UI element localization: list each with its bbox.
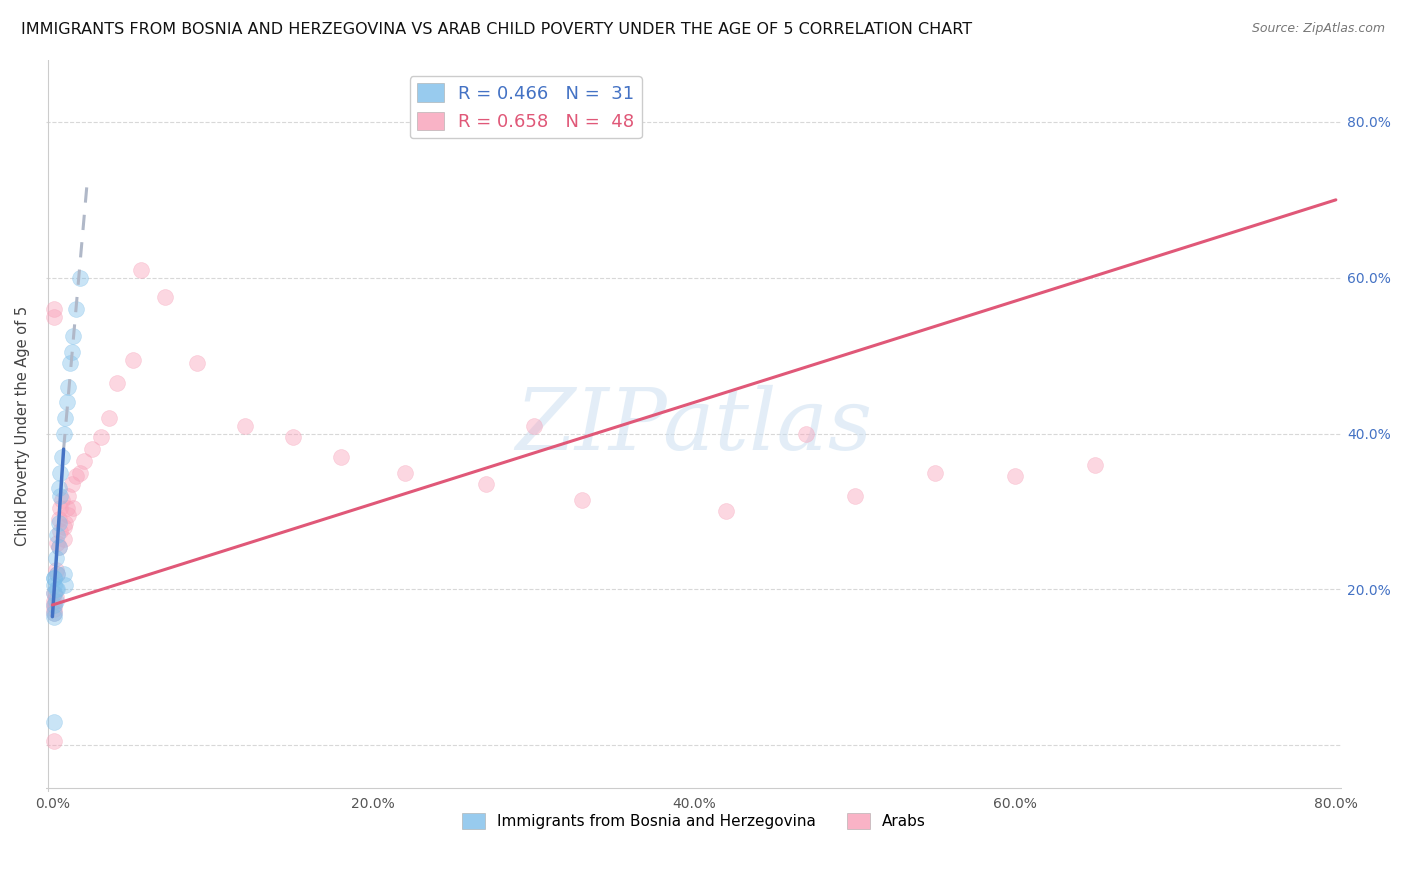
Point (42, 578, 65, 592)
Point (45, 563, 67, 577)
Point (1004, 469, 1026, 483)
Point (49, 489, 72, 503)
Point (51, 450, 73, 464)
Point (46, 528, 69, 542)
Point (42, 606, 65, 620)
Point (42, 310, 65, 324)
Point (53, 578, 76, 592)
Point (46, 582, 69, 597)
Point (97, 411, 120, 425)
Point (46, 566, 69, 581)
Point (69, 270, 91, 285)
Point (474, 477, 496, 491)
Point (42, 598, 65, 612)
Point (46, 566, 69, 581)
Point (42, 301, 65, 316)
Point (716, 504, 738, 518)
Point (186, 356, 208, 370)
Point (52, 520, 75, 534)
Point (330, 450, 353, 464)
Text: IMMIGRANTS FROM BOSNIA AND HERZEGOVINA VS ARAB CHILD POVERTY UNDER THE AGE OF 5 : IMMIGRANTS FROM BOSNIA AND HERZEGOVINA V… (21, 22, 972, 37)
Point (56, 500, 79, 515)
Y-axis label: Child Poverty Under the Age of 5: Child Poverty Under the Age of 5 (15, 306, 30, 546)
Point (53, 516, 76, 531)
Point (844, 489, 866, 503)
Point (153, 290, 176, 304)
Point (48, 481, 70, 495)
Point (49, 500, 72, 515)
Point (42, 714, 65, 729)
Point (48, 512, 70, 526)
Point (42, 594, 65, 608)
Point (65, 301, 87, 316)
Point (49, 524, 72, 538)
Point (45, 594, 67, 608)
Point (69, 466, 91, 480)
Point (56, 395, 79, 409)
Point (42, 609, 65, 624)
Point (42, 598, 65, 612)
Point (58, 380, 80, 394)
Point (59, 356, 82, 370)
Point (52, 426, 75, 441)
Point (73, 454, 96, 468)
Point (42, 586, 65, 600)
Point (52, 566, 75, 581)
Point (42, 586, 65, 600)
Point (42, 602, 65, 616)
Point (924, 466, 946, 480)
Point (58, 508, 80, 523)
Point (42, 571, 65, 585)
Point (105, 376, 128, 390)
Point (42, 571, 65, 585)
Point (45, 551, 67, 566)
Point (82, 442, 104, 457)
Point (53, 411, 76, 425)
Point (42, 734, 65, 748)
Point (60, 477, 83, 491)
Point (45, 590, 67, 604)
Point (48, 516, 70, 531)
Point (46, 535, 69, 549)
Point (65, 469, 87, 483)
Point (523, 418, 546, 433)
Point (60, 344, 83, 359)
Point (58, 489, 80, 503)
Point (394, 466, 416, 480)
Point (796, 426, 818, 441)
Point (233, 418, 256, 433)
Point (48, 540, 70, 554)
Point (571, 492, 593, 507)
Point (45, 582, 67, 597)
Legend: Immigrants from Bosnia and Herzegovina, Arabs: Immigrants from Bosnia and Herzegovina, … (456, 807, 932, 836)
Point (52, 532, 75, 546)
Point (1084, 458, 1107, 472)
Point (49, 466, 72, 480)
Point (89, 430, 111, 444)
Point (42, 606, 65, 620)
Point (48, 540, 70, 554)
Point (62, 329, 84, 343)
Text: Source: ZipAtlas.com: Source: ZipAtlas.com (1251, 22, 1385, 36)
Point (62, 500, 84, 515)
Text: ZIPatlas: ZIPatlas (516, 384, 873, 467)
Point (281, 430, 304, 444)
Point (121, 352, 143, 367)
Point (51, 492, 73, 507)
Point (129, 263, 152, 277)
